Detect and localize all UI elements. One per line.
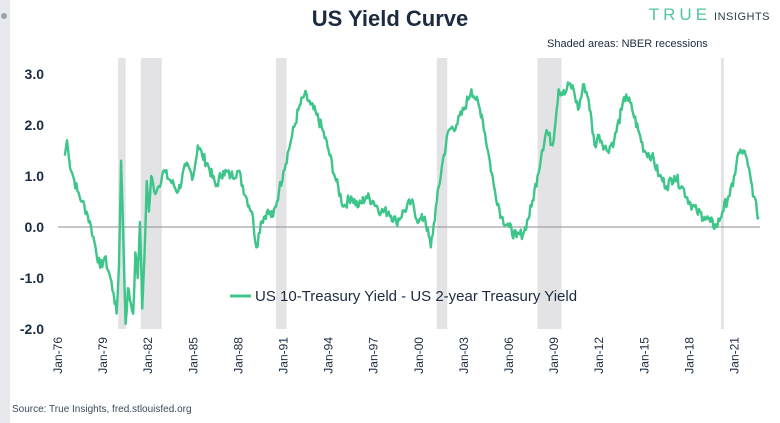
x-tick-label: Jan-97 xyxy=(367,337,381,374)
y-tick-label: 1.0 xyxy=(25,168,45,184)
x-axis: Jan-76 Jan-79 Jan-82 Jan-85 Jan-88 Jan-91 Jan-… xyxy=(51,337,741,374)
recession-band xyxy=(436,58,448,329)
x-tick-label: Jan-18 xyxy=(682,337,696,374)
y-tick-label: 0.0 xyxy=(25,219,45,235)
x-tick-label: Jan-06 xyxy=(502,337,516,374)
x-tick-label: Jan-12 xyxy=(592,337,606,374)
legend: US 10-Treasury Yield - US 2-year Treasur… xyxy=(230,288,577,305)
x-tick-label: Jan-15 xyxy=(637,337,651,374)
y-tick-label: -1.0 xyxy=(20,270,44,286)
brand-main: TRUE xyxy=(648,5,712,24)
recession-band xyxy=(720,58,724,329)
recession-band xyxy=(275,58,287,329)
window-dot-icon xyxy=(1,13,7,19)
series-line xyxy=(63,81,760,326)
x-tick-label: Jan-76 xyxy=(51,337,65,374)
x-tick-label: Jan-94 xyxy=(322,337,336,374)
x-tick-label: Jan-00 xyxy=(412,337,426,374)
x-tick-label: Jan-91 xyxy=(276,337,290,374)
y-axis: 3.0 2.0 1.0 0.0 -1.0 -2.0 xyxy=(20,66,44,337)
y-tick-label: 3.0 xyxy=(25,66,45,82)
left-window-edge xyxy=(0,0,10,423)
x-tick-label: Jan-88 xyxy=(231,337,245,374)
y-tick-label: -2.0 xyxy=(20,321,44,337)
x-tick-label: Jan-82 xyxy=(141,337,155,374)
x-tick-label: Jan-85 xyxy=(186,337,200,374)
recession-note: Shaded areas: NBER recessions xyxy=(547,38,708,50)
y-tick-label: 2.0 xyxy=(25,117,45,133)
legend-label: US 10-Treasury Yield - US 2-year Treasur… xyxy=(255,288,577,305)
source-note: Source: True Insights, fred.stlouisfed.o… xyxy=(12,404,192,415)
brand-sub: INSIGHTS xyxy=(714,11,770,23)
brand-logo: TRUE INSIGHTS xyxy=(649,5,770,25)
x-tick-label: Jan-79 xyxy=(96,337,110,374)
x-tick-label: Jan-09 xyxy=(547,337,561,374)
x-tick-label: Jan-03 xyxy=(457,337,471,374)
chart-title: US Yield Curve xyxy=(311,6,469,31)
x-tick-label: Jan-21 xyxy=(727,337,741,374)
